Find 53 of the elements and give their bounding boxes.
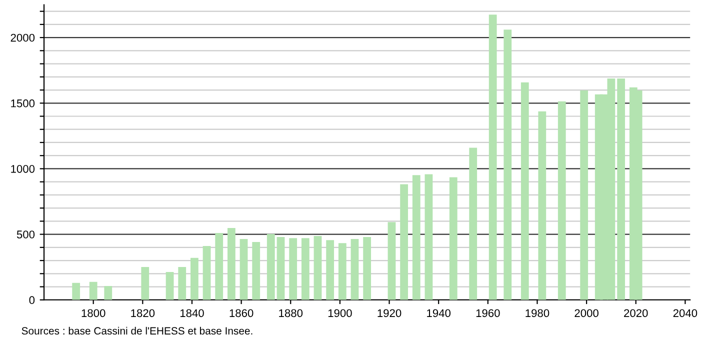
bar [72, 282, 80, 300]
bar [388, 222, 396, 300]
x-tick-label: 1920 [378, 309, 402, 318]
x-tick-label: 2000 [574, 309, 598, 318]
bar [617, 78, 626, 300]
bar [412, 175, 420, 300]
bar [141, 266, 150, 300]
x-tick-label: 1960 [476, 309, 500, 318]
x-tick-label: 1800 [82, 309, 106, 318]
x-tick-label: 1820 [131, 309, 155, 318]
x-tick-label: 1840 [180, 309, 204, 318]
bar [289, 238, 298, 300]
bar [202, 246, 211, 300]
x-tick-label: 1860 [230, 309, 254, 318]
bar [400, 184, 408, 300]
bar [558, 101, 566, 300]
bar [350, 239, 359, 300]
y-tick-label: 500 [16, 230, 35, 238]
y-tick-label: 1500 [11, 99, 35, 108]
bar [276, 237, 285, 300]
x-tick-label: 1900 [328, 309, 352, 318]
x-tick-label: 1980 [526, 309, 550, 318]
source-note: Sources : base Cassini de l'EHESS et base Insee. [22, 326, 252, 335]
bar [488, 14, 497, 300]
bar [301, 238, 310, 300]
bar [338, 243, 346, 300]
x-tick-label: 1940 [427, 309, 451, 318]
bar [190, 258, 198, 300]
bar [166, 272, 174, 300]
bar [215, 232, 224, 300]
y-tick-label: 2000 [10, 34, 35, 42]
bar [538, 111, 546, 300]
bar [252, 242, 260, 300]
bar [314, 236, 322, 300]
bar [520, 82, 529, 300]
bar [424, 174, 433, 300]
bar [266, 234, 275, 300]
bar [227, 228, 236, 300]
bar [469, 148, 478, 300]
bar [449, 177, 458, 300]
x-tick-label: 2020 [624, 309, 648, 318]
bar [326, 240, 334, 300]
bar [104, 286, 112, 300]
bar [178, 266, 186, 300]
bar [89, 282, 98, 300]
bar [240, 239, 248, 300]
bar [363, 237, 372, 300]
bar [504, 30, 512, 300]
y-tick-label: 0 [29, 296, 35, 304]
x-tick-label: 2040 [673, 309, 698, 318]
bar [580, 90, 588, 300]
y-tick-label: 1000 [11, 164, 35, 173]
x-tick-label: 1880 [279, 309, 303, 318]
